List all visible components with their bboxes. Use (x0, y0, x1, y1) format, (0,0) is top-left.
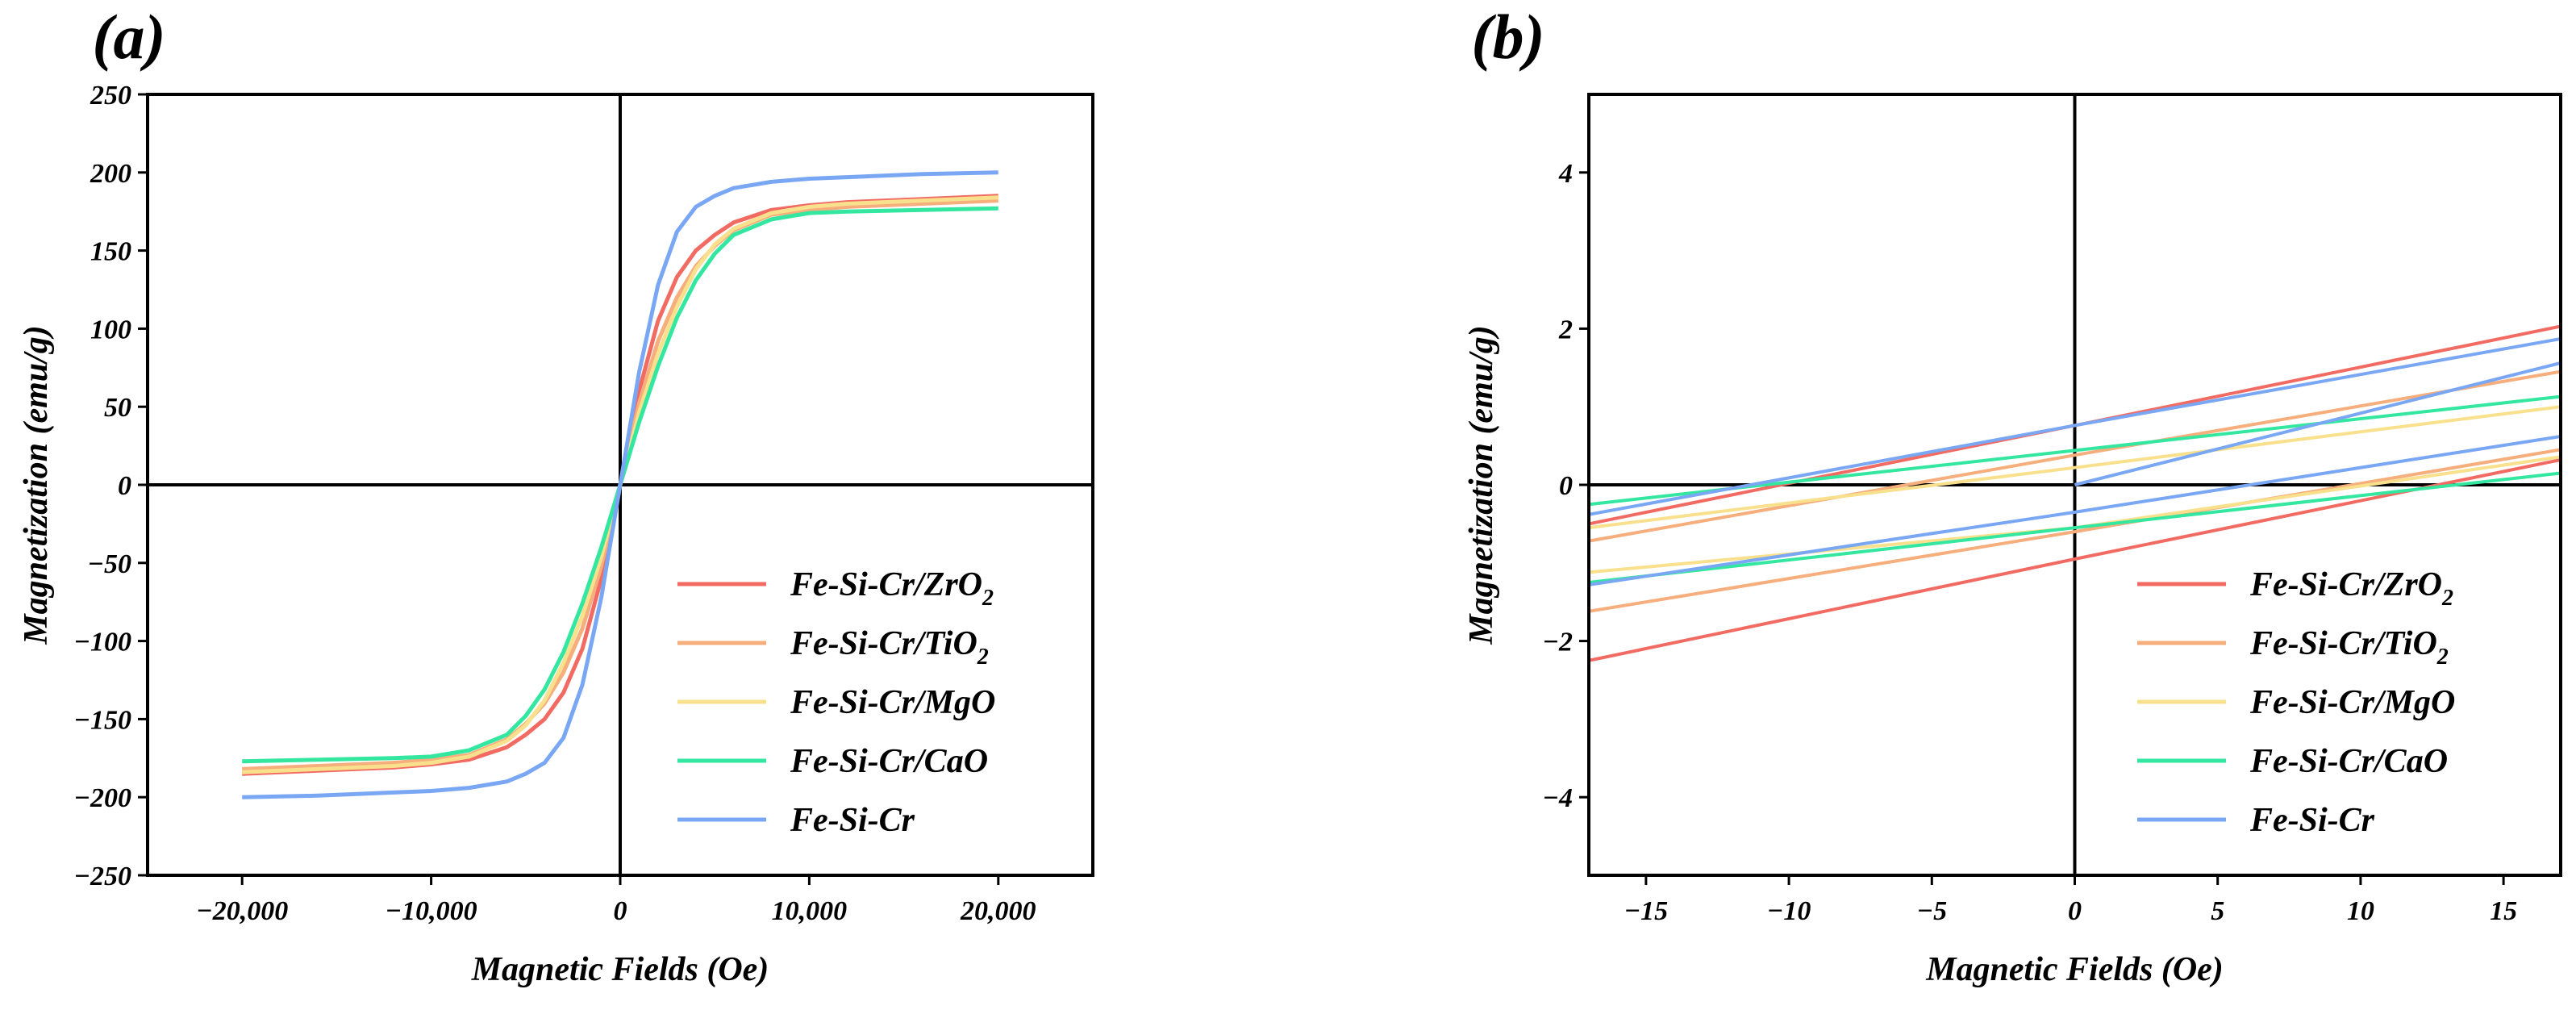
series-group (242, 170, 998, 799)
y-tick-label: 150 (90, 237, 131, 267)
y-axis-title: Magnetization (emu/g) (1463, 325, 1500, 645)
panel-label: (b) (1472, 2, 1545, 72)
y-tick-label: 50 (104, 393, 131, 423)
x-tick-label: −10 (1767, 896, 1811, 926)
x-tick-label: 5 (2211, 896, 2224, 926)
y-tick-label: 0 (118, 471, 131, 501)
series-group (1589, 324, 2561, 662)
series-line-Fe-Si-Cr/TiO2-segment-1 (1589, 448, 2561, 613)
series-line-Fe-Si-Cr-segment-0 (1589, 337, 2561, 516)
x-tick-label: −10,000 (386, 896, 477, 926)
legend-label: Fe-Si-Cr/CaO (2249, 743, 2448, 780)
legend-label: Fe-Si-Cr/MgO (790, 684, 995, 721)
legend: Fe-Si-Cr/ZrO2 Fe-Si-Cr/TiO2 Fe-Si-Cr/MgO Fe… (677, 566, 995, 839)
panel-label: (a) (93, 2, 166, 72)
x-tick-label: −20,000 (196, 896, 288, 926)
x-axis-title: Magnetic Fields (Oe) (1925, 951, 2224, 988)
y-tick-label: 200 (90, 159, 131, 189)
legend-label: Fe-Si-Cr/CaO (790, 743, 988, 780)
legend-label: Fe-Si-Cr/TiO2 (2249, 625, 2449, 670)
x-tick-label: 15 (2490, 896, 2517, 926)
x-tick-label: 10,000 (772, 896, 848, 926)
legend-label: Fe-Si-Cr (2249, 802, 2375, 839)
x-tick-label: 10 (2347, 896, 2374, 926)
legend: Fe-Si-Cr/ZrO2 Fe-Si-Cr/TiO2 Fe-Si-Cr/MgO Fe… (2137, 566, 2455, 839)
y-tick-label: −50 (87, 549, 131, 579)
y-tick-label: −100 (73, 628, 131, 657)
legend-label: Fe-Si-Cr (790, 802, 915, 839)
panel-a: (a) −20,000 −10,000 0 10,000 20,000 −250 −200 −1… (18, 2, 1094, 988)
series-line-Fe-Si-Cr/CaO-segment-1 (1589, 471, 2561, 584)
x-tick-label: 0 (2068, 896, 2082, 926)
y-tick-label: 4 (1558, 159, 1573, 189)
y-tick-label: 0 (1559, 471, 1573, 501)
legend-label: Fe-Si-Cr/TiO2 (790, 625, 989, 670)
y-tick-label: −4 (1542, 783, 1573, 813)
y-tick-label: 100 (90, 315, 131, 344)
x-tick-label: 20,000 (960, 896, 1036, 926)
series-line-Fe-Si-Cr/MgO-segment-0 (1589, 405, 2561, 530)
legend-label: Fe-Si-Cr/ZrO2 (2249, 566, 2453, 611)
legend-label: Fe-Si-Cr/MgO (2249, 684, 2455, 721)
y-tick-label: −200 (73, 783, 131, 813)
y-tick-label: −2 (1542, 628, 1573, 657)
series-line-Fe-Si-Cr (242, 170, 998, 799)
panel-b: (b) −15 −10 −5 0 5 10 15 −4 −2 0 2 4 Magnetic Fields … (1463, 2, 2562, 988)
y-axis-title: Magnetization (emu/g) (18, 325, 55, 645)
y-tick-label: −150 (73, 705, 131, 735)
series-line-Fe-Si-Cr/TiO2-segment-0 (1589, 369, 2561, 543)
x-axis-title: Magnetic Fields (Oe) (471, 951, 769, 988)
x-tick-label: 0 (614, 896, 627, 926)
y-tick-label: 2 (1558, 315, 1573, 344)
y-tick-label: −250 (73, 862, 131, 891)
x-tick-label: −5 (1916, 896, 1947, 926)
y-tick-label: 250 (90, 81, 131, 111)
series-line-Fe-Si-Cr-segment-1 (1589, 435, 2561, 586)
legend-label: Fe-Si-Cr/ZrO2 (790, 566, 994, 611)
x-tick-label: −15 (1624, 896, 1669, 926)
series-line-Fe-Si-Cr-segment-2 (2074, 361, 2561, 486)
